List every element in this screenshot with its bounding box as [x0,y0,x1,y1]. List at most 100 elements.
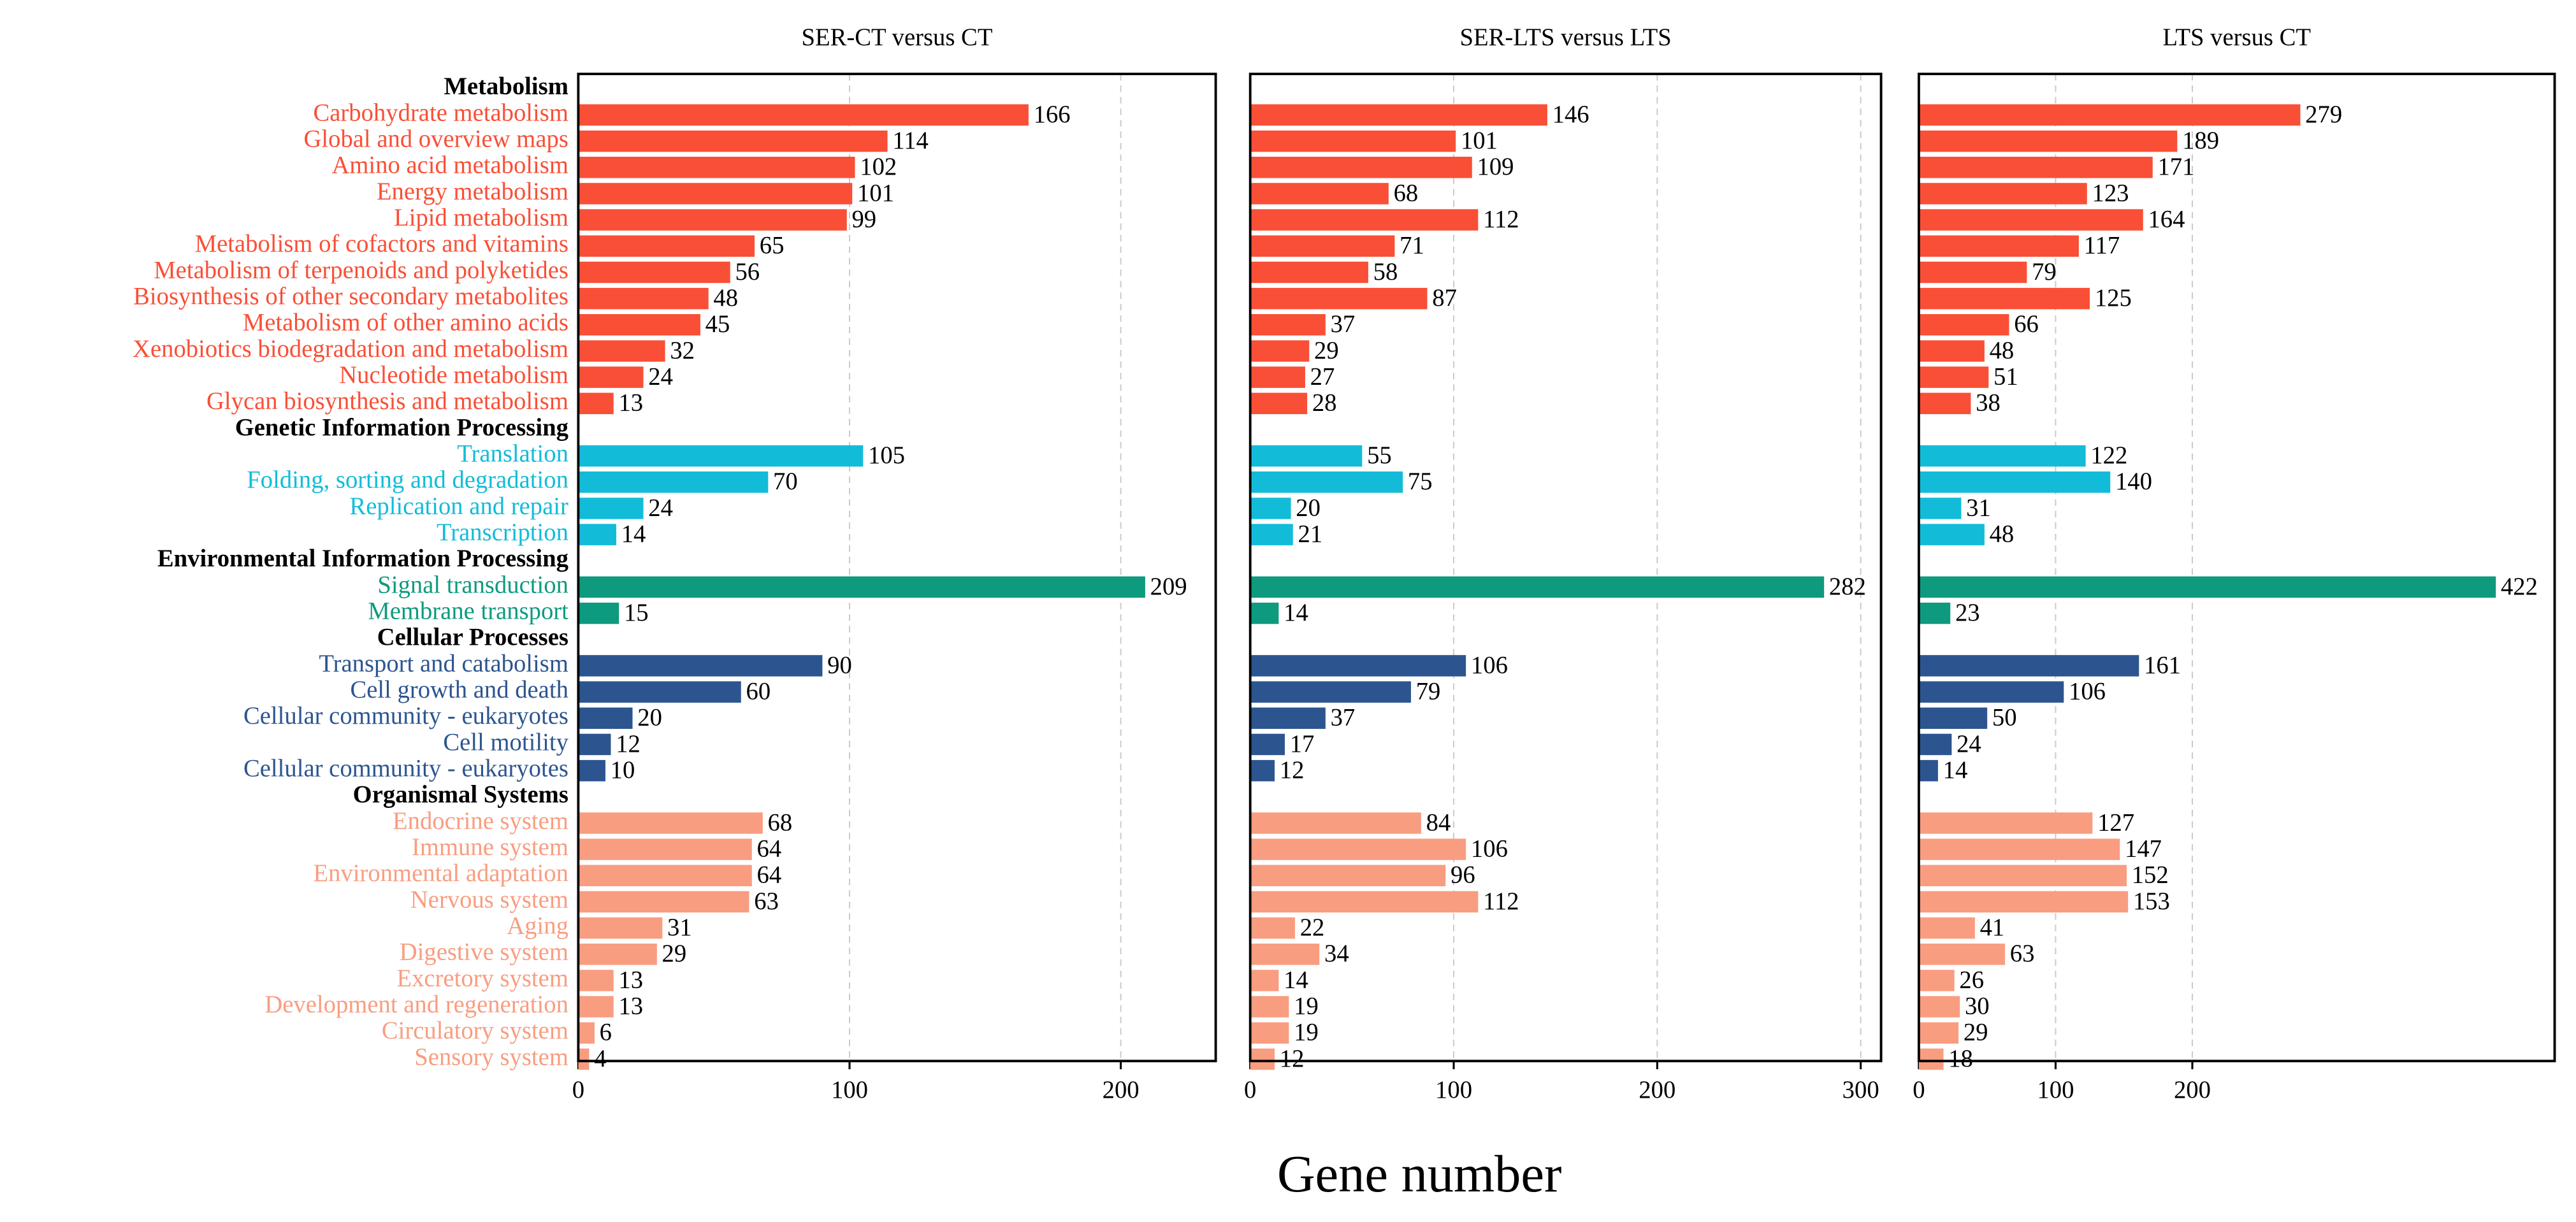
bar [1918,392,1971,415]
bar [1918,445,2086,467]
category-label: Membrane transport [368,598,568,624]
value-label: 17 [1290,731,1315,758]
bar [1918,602,1951,624]
value-label: 34 [1324,940,1349,967]
bar [1250,838,1466,860]
x-tick-label: 0 [1913,1077,1925,1103]
bar [1918,235,2079,257]
bar [1250,183,1389,205]
group-header: Environmental Information Processing [157,545,568,572]
bar [1250,865,1446,887]
value-label: 22 [1300,914,1325,941]
value-label: 279 [2305,101,2342,128]
value-label: 14 [1943,757,1968,784]
category-label: Aging [507,912,568,939]
x-tick-label: 100 [2037,1077,2074,1103]
bar [578,865,752,887]
bar [578,340,665,362]
value-label: 106 [1471,652,1508,679]
value-label: 422 [2501,573,2538,600]
group-header: Cellular Processes [377,624,568,651]
bar [1250,996,1289,1017]
bar [1918,524,1985,545]
bar [578,655,823,677]
value-label: 109 [1477,154,1514,180]
category-label: Global and overview maps [303,126,568,152]
value-label: 282 [1829,573,1866,600]
value-label: 13 [618,967,643,993]
category-label: Circulatory system [382,1017,568,1044]
group-header: Organismal Systems [353,782,568,809]
x-tick-label: 100 [1435,1077,1472,1103]
value-label: 14 [621,521,646,548]
value-label: 171 [2157,154,2194,180]
bar [578,130,888,152]
bar [1918,183,2087,205]
bar [578,733,611,756]
value-label: 37 [1331,705,1356,731]
value-label: 15 [624,600,649,626]
value-label: 29 [662,940,687,967]
x-tick-label: 200 [2174,1077,2211,1103]
bar [1250,970,1279,991]
value-label: 6 [600,1019,612,1046]
bar [578,209,847,231]
bar [1918,681,2064,703]
bar [1918,1048,1944,1070]
category-label: Cellular community - eukaryotes [243,703,568,730]
value-label: 68 [768,809,793,836]
value-label: 12 [616,731,640,758]
value-label: 106 [2069,679,2106,705]
bar [1250,524,1293,545]
bar [1918,157,2153,178]
category-label: Biosynthesis of other secondary metaboli… [133,283,568,310]
bar [1918,733,1952,756]
bar [1918,996,1960,1017]
value-label: 50 [1992,705,2017,731]
value-label: 28 [1312,390,1337,417]
group-header: Metabolism [444,73,568,100]
category-label: Metabolism of other amino acids [243,310,568,336]
panel-frame [577,73,1217,1063]
value-label: 87 [1432,285,1457,312]
value-label: 19 [1294,993,1319,1020]
category-label: Metabolism of cofactors and vitamins [195,231,568,257]
category-label: Cell motility [443,729,568,756]
value-label: 68 [1394,180,1419,206]
bar [578,576,1145,598]
bar [1918,917,1975,939]
x-axis-label: Gene number [1277,1145,1562,1203]
bar [1918,838,2120,860]
category-label: Nucleotide metabolism [339,362,568,389]
bar [578,812,763,834]
bar [578,1022,595,1044]
value-label: 147 [2125,836,2162,863]
panel-title: LTS versus CT [2162,24,2311,51]
bar [1918,471,2111,493]
x-tick-label: 200 [1103,1077,1140,1103]
value-label: 24 [1957,731,1981,758]
value-label: 79 [1416,679,1441,705]
category-label: Folding, sorting and degradation [247,467,568,494]
bar [1250,445,1363,467]
value-label: 189 [2182,127,2219,154]
bar [1250,498,1291,519]
bar [578,157,855,178]
bar [578,524,616,545]
value-label: 58 [1373,259,1398,285]
bar [1250,287,1428,310]
bar [1250,812,1421,834]
value-label: 24 [648,364,673,391]
bar [1918,865,2127,887]
value-label: 20 [1296,494,1321,521]
category-label: Energy metabolism [377,178,568,205]
value-label: 84 [1426,809,1451,836]
category-label: Lipid metabolism [394,205,568,231]
value-label: 63 [754,888,779,915]
value-label: 64 [757,862,782,889]
value-label: 48 [713,285,738,312]
bar [578,392,614,415]
value-label: 32 [670,337,695,364]
bar [1250,891,1479,913]
